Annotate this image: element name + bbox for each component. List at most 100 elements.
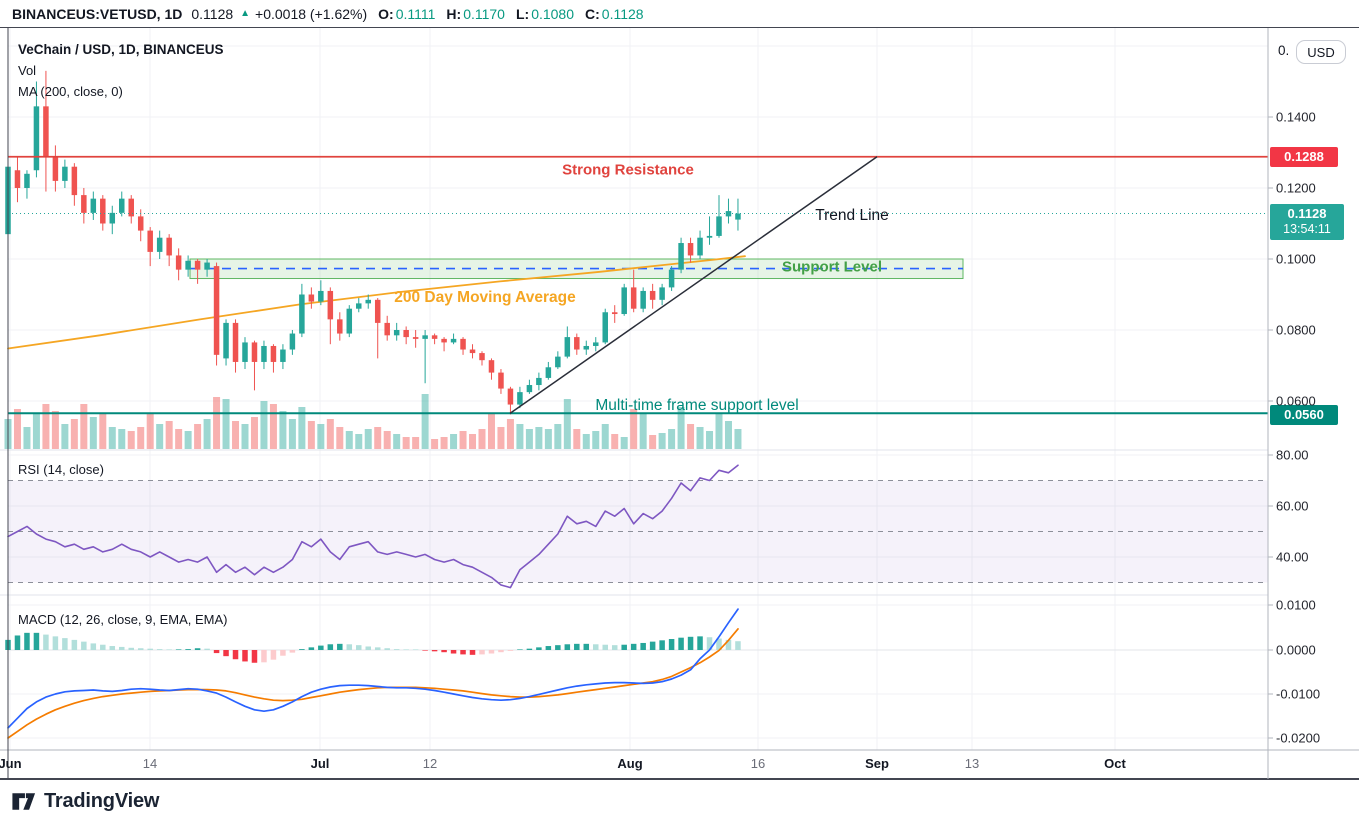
- volume-bar: [108, 427, 116, 449]
- macd-histogram-bar: [479, 650, 485, 655]
- time-tick-label: 16: [750, 756, 766, 771]
- candle-body: [223, 322, 229, 359]
- trend-line-label[interactable]: Trend Line: [815, 207, 889, 224]
- candle-body: [356, 303, 362, 309]
- volume-bar: [184, 431, 192, 449]
- volume-bar: [412, 437, 420, 449]
- volume-bar: [232, 421, 240, 449]
- candle-body: [687, 243, 694, 256]
- macd-histogram-bar: [498, 650, 504, 653]
- macd-histogram-bar: [223, 650, 229, 657]
- candle-body: [242, 342, 248, 362]
- macd-histogram-bar: [611, 645, 618, 650]
- macd-histogram-bar: [100, 644, 106, 650]
- macd-histogram-bar: [602, 644, 608, 650]
- time-tick-label: Aug: [617, 756, 643, 771]
- mtf-support-label[interactable]: Multi-time frame support level: [595, 397, 799, 414]
- candle-body: [583, 345, 590, 350]
- currency-toggle-button[interactable]: USD: [1296, 40, 1346, 64]
- candle-body: [33, 106, 40, 171]
- volume-bar: [506, 419, 514, 449]
- macd-histogram-bar: [119, 646, 125, 650]
- last-price: 0.1128: [191, 5, 234, 22]
- price-tick-label: 0.1400: [1276, 109, 1316, 125]
- macd-histogram-bar: [261, 650, 267, 663]
- volume-indicator-label[interactable]: Vol: [18, 63, 37, 78]
- macd-histogram-bar: [33, 632, 40, 650]
- symbol-name[interactable]: BINANCEUS:VETUSD, 1D: [12, 5, 183, 22]
- volume-bar: [194, 424, 202, 449]
- ma-indicator-label[interactable]: MA (200, close, 0): [18, 84, 123, 99]
- candle-body: [175, 255, 182, 270]
- time-tick-label: Sep: [865, 756, 889, 771]
- volume-bar: [241, 424, 249, 449]
- macd-histogram-bar: [659, 640, 665, 650]
- macd-histogram-bar: [450, 650, 457, 654]
- candle-body: [128, 198, 134, 217]
- candle-body: [270, 345, 277, 362]
- macd-histogram-bar: [365, 646, 371, 650]
- volume-bar: [402, 437, 410, 449]
- volume-bar: [222, 399, 230, 449]
- macd-histogram-bar: [327, 644, 334, 650]
- macd-histogram-bar: [697, 636, 703, 650]
- volume-bar: [156, 424, 164, 449]
- macd-histogram-bar: [109, 646, 116, 650]
- volume-bar: [469, 434, 477, 449]
- close-label: C:: [585, 5, 600, 22]
- candle-body: [649, 290, 656, 300]
- open-label: O:: [378, 5, 394, 22]
- candle-body: [194, 260, 201, 270]
- macd-histogram-bar: [62, 638, 68, 650]
- tradingview-logo-icon: [12, 793, 36, 810]
- candle-body: [593, 342, 599, 346]
- candle-body: [460, 338, 466, 350]
- volume-bar: [592, 431, 600, 449]
- volume-bar: [431, 439, 439, 449]
- candle-body: [308, 294, 315, 302]
- support-level-label[interactable]: Support Level: [781, 258, 883, 276]
- tradingview-branding[interactable]: TradingView: [10, 788, 159, 815]
- macd-histogram-bar: [593, 644, 599, 650]
- macd-histogram-bar: [412, 649, 419, 650]
- macd-histogram-bar: [488, 650, 495, 654]
- macd-histogram-bar: [583, 643, 590, 650]
- macd-histogram-bar: [649, 641, 656, 650]
- candle-body: [564, 337, 571, 357]
- volume-bar: [298, 407, 306, 449]
- high-label: H:: [446, 5, 462, 22]
- macd-histogram-bar: [384, 648, 390, 650]
- macd-histogram-bar: [213, 650, 220, 654]
- low-value: 0.1080: [531, 5, 575, 22]
- volume-bar: [525, 429, 533, 449]
- volume-bar: [118, 429, 126, 449]
- candle-body: [488, 360, 495, 373]
- price-tick-label: 0.0600: [1276, 393, 1316, 409]
- candle-body: [450, 338, 457, 343]
- macd-tick-label: 0.0100: [1276, 597, 1316, 613]
- volume-bar: [374, 427, 382, 449]
- rsi-indicator-label[interactable]: RSI (14, close): [18, 462, 104, 477]
- macd-histogram-bar: [24, 632, 30, 650]
- volume-bar: [459, 431, 467, 449]
- candle-body: [517, 392, 523, 405]
- volume-bar: [573, 429, 581, 449]
- ma200-label[interactable]: 200 Day Moving Average: [394, 289, 576, 306]
- strong-resistance-label[interactable]: Strong Resistance: [562, 161, 694, 179]
- candle-body: [630, 287, 637, 309]
- volume-bar: [165, 421, 173, 449]
- macd-histogram-bar: [668, 639, 675, 650]
- volume-bar: [13, 409, 21, 449]
- macd-indicator-label[interactable]: MACD (12, 26, close, 9, EMA, EMA): [18, 612, 228, 627]
- candle-body: [374, 299, 381, 323]
- volume-bar: [137, 427, 145, 449]
- candle-body: [441, 338, 447, 343]
- candle-body: [640, 290, 646, 309]
- volume-bar: [677, 407, 685, 449]
- macd-histogram-bar: [156, 649, 163, 650]
- volume-bar: [70, 419, 78, 449]
- candle-body: [526, 385, 533, 393]
- macd-histogram-bar: [147, 648, 153, 650]
